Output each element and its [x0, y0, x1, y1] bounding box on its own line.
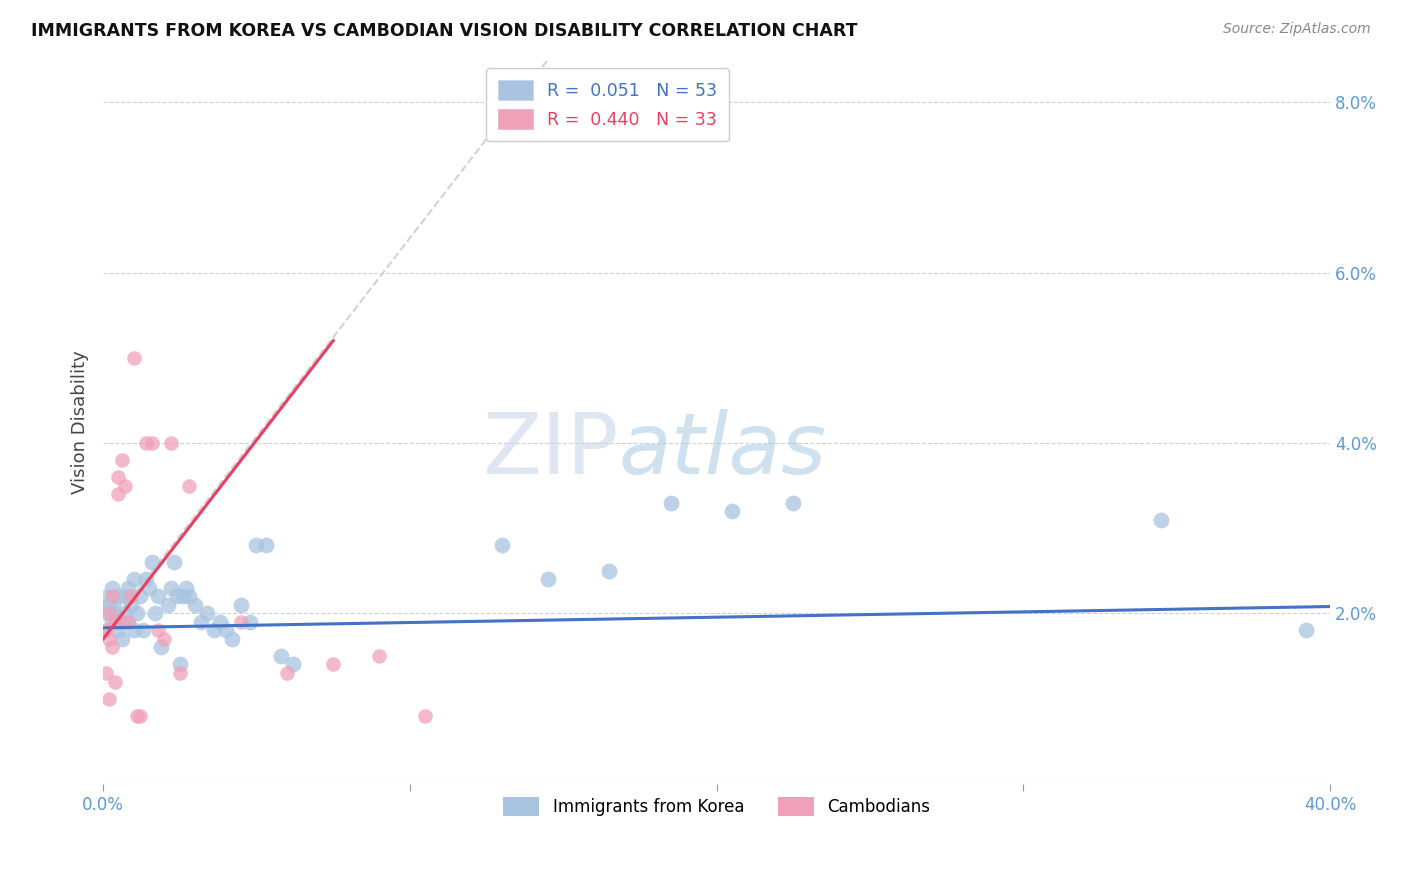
Point: [129, 708, 152, 723]
Point: [148, 624, 170, 638]
Point: [96, 624, 118, 638]
Point: [169, 665, 191, 680]
Point: [107, 470, 129, 484]
Point: [98, 607, 121, 621]
Point: [96, 598, 118, 612]
Y-axis label: Vision Disability: Vision Disability: [72, 350, 89, 493]
Point: [202, 624, 225, 638]
Point: [135, 436, 157, 450]
Point: [598, 564, 620, 578]
Point: [172, 590, 194, 604]
Point: [104, 615, 127, 629]
Point: [177, 478, 200, 492]
Point: [231, 615, 253, 629]
Point: [125, 708, 148, 723]
Point: [129, 590, 152, 604]
Point: [1150, 513, 1173, 527]
Point: [122, 624, 145, 638]
Point: [141, 555, 163, 569]
Text: ZIP: ZIP: [482, 409, 619, 492]
Point: [117, 615, 139, 629]
Point: [98, 598, 121, 612]
Point: [221, 632, 243, 646]
Point: [104, 674, 127, 689]
Point: [125, 607, 148, 621]
Point: [177, 590, 200, 604]
Point: [114, 590, 136, 604]
Point: [231, 598, 253, 612]
Point: [101, 590, 124, 604]
Point: [270, 648, 292, 663]
Point: [98, 691, 121, 706]
Point: [148, 590, 170, 604]
Point: [101, 640, 124, 655]
Point: [197, 607, 219, 621]
Point: [122, 351, 145, 365]
Point: [190, 615, 212, 629]
Point: [159, 436, 181, 450]
Point: [107, 615, 129, 629]
Point: [166, 590, 188, 604]
Point: [1295, 624, 1317, 638]
Point: [110, 632, 132, 646]
Point: [110, 453, 132, 467]
Point: [96, 665, 118, 680]
Point: [174, 581, 197, 595]
Legend: Immigrants from Korea, Cambodians: Immigrants from Korea, Cambodians: [492, 787, 941, 826]
Point: [215, 624, 238, 638]
Point: [153, 632, 176, 646]
Point: [114, 478, 136, 492]
Point: [322, 657, 344, 672]
Point: [132, 624, 155, 638]
Point: [150, 640, 173, 655]
Text: Source: ZipAtlas.com: Source: ZipAtlas.com: [1223, 22, 1371, 37]
Point: [782, 495, 804, 509]
Point: [169, 657, 191, 672]
Point: [491, 538, 513, 552]
Point: [135, 572, 157, 586]
Point: [721, 504, 744, 518]
Point: [143, 607, 166, 621]
Point: [254, 538, 277, 552]
Point: [537, 572, 560, 586]
Point: [120, 598, 142, 612]
Text: IMMIGRANTS FROM KOREA VS CAMBODIAN VISION DISABILITY CORRELATION CHART: IMMIGRANTS FROM KOREA VS CAMBODIAN VISIO…: [31, 22, 858, 40]
Point: [141, 436, 163, 450]
Point: [208, 615, 231, 629]
Point: [98, 632, 121, 646]
Point: [107, 487, 129, 501]
Point: [110, 615, 132, 629]
Point: [122, 572, 145, 586]
Point: [156, 598, 179, 612]
Point: [107, 624, 129, 638]
Point: [107, 590, 129, 604]
Point: [101, 615, 124, 629]
Point: [138, 581, 160, 595]
Point: [239, 615, 262, 629]
Point: [184, 598, 207, 612]
Point: [163, 555, 186, 569]
Point: [114, 607, 136, 621]
Point: [120, 590, 142, 604]
Point: [276, 665, 298, 680]
Point: [101, 581, 124, 595]
Text: atlas: atlas: [619, 409, 827, 492]
Point: [413, 708, 436, 723]
Point: [659, 495, 682, 509]
Point: [104, 607, 127, 621]
Point: [117, 581, 139, 595]
Point: [117, 615, 139, 629]
Point: [159, 581, 181, 595]
Point: [283, 657, 305, 672]
Point: [245, 538, 267, 552]
Point: [368, 648, 391, 663]
